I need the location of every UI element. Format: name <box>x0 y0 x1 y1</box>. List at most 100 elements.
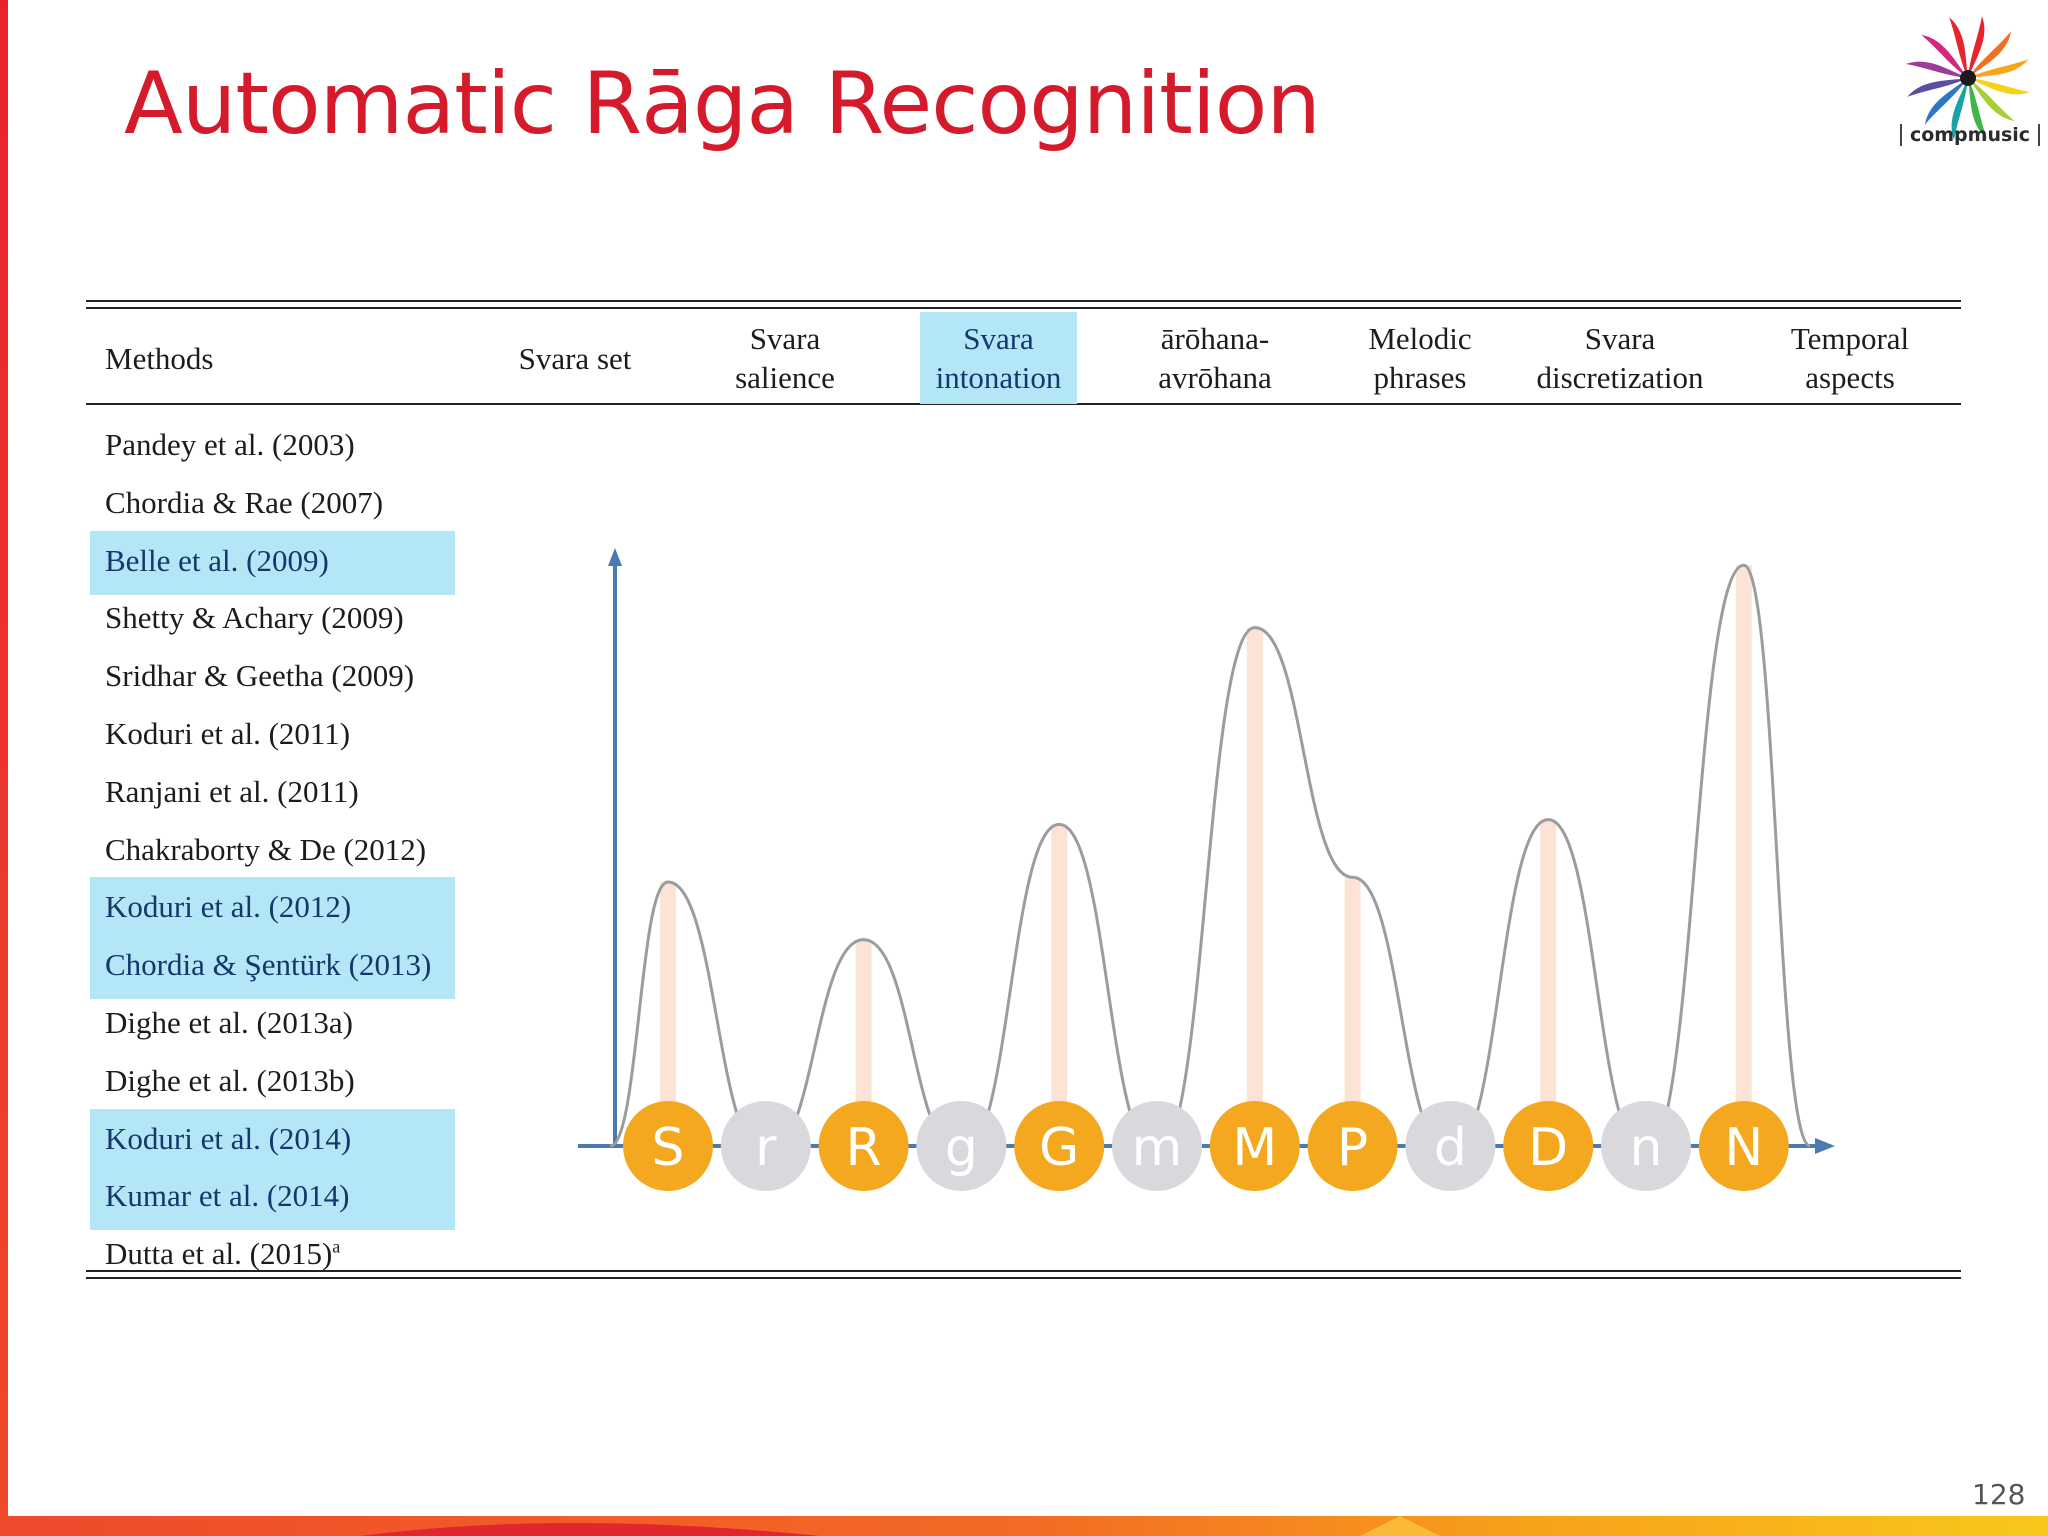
logo-petal <box>1968 16 1985 78</box>
logo-petal <box>1968 78 2030 95</box>
method-row: Dighe et al. (2013b) <box>90 1051 455 1115</box>
svara-label-m: m <box>1132 1118 1183 1178</box>
method-row: Koduri et al. (2012) <box>90 877 455 938</box>
svara-label-n: n <box>1630 1118 1663 1178</box>
y-axis-arrow <box>608 548 622 566</box>
method-row: Shetty & Achary (2009) <box>90 588 455 652</box>
method-name-text: Chakraborty & De (2012) <box>105 831 427 867</box>
method-name-text: Dighe et al. (2013b) <box>105 1062 355 1098</box>
method-name: Shetty & Achary (2009) <box>105 600 404 636</box>
method-name-text: Kumar et al. (2014) <box>105 1178 350 1214</box>
bottom-decorative-band <box>0 1516 2048 1536</box>
logo-petal <box>1949 17 1968 78</box>
method-name: Chakraborty & De (2012) <box>105 832 426 868</box>
logo-petal <box>1967 78 2015 122</box>
column-header-arohana-avrohana: ārōhana-avrōhana <box>1158 321 1272 395</box>
slide-title: Automatic Rāga Recognition <box>124 54 1321 154</box>
svara-label-r: r <box>755 1118 777 1178</box>
method-name: Koduri et al. (2011) <box>105 716 350 752</box>
page-number: 128 <box>1972 1478 2026 1511</box>
svara-circle-r <box>720 1101 811 1191</box>
method-name-text: Pandey et al. (2003) <box>105 427 355 462</box>
method-name-text: Belle et al. (2009) <box>105 542 329 578</box>
logo-petal <box>1967 78 1987 139</box>
svara-circle-P <box>1307 1101 1398 1191</box>
svara-label-S: S <box>651 1118 684 1178</box>
column-header-svara-intonation: Svara intonation <box>920 312 1077 404</box>
method-row: Ranjani et al. (2011) <box>90 762 455 826</box>
method-name: Chordia & Şentürk (2013) <box>105 947 431 983</box>
method-name: Koduri et al. (2012) <box>105 889 351 925</box>
column-header-melodic-phrases: Melodic phrases <box>1368 321 1472 395</box>
peak-bar-G <box>1051 824 1068 1146</box>
curve-dip-guide <box>1275 846 1304 1013</box>
logo-petal <box>1907 77 1968 97</box>
method-name: Dighe et al. (2013b) <box>105 1063 355 1099</box>
peak-bar-M <box>1246 627 1263 1146</box>
svara-label-d: d <box>1434 1118 1467 1178</box>
svara-circle-g <box>916 1101 1007 1191</box>
svara-circle-G <box>1014 1101 1105 1191</box>
logo-petal <box>1921 34 1968 78</box>
logo-text: compmusic <box>1900 124 2040 146</box>
peak-bar-P <box>1344 877 1361 1146</box>
svara-circle-R <box>818 1101 909 1191</box>
column-header-svara-salience: Svara salience <box>735 321 835 395</box>
method-name: Sridhar & Geetha (2009) <box>105 658 414 694</box>
svara-label-M: M <box>1232 1118 1277 1178</box>
column-header-svara-discretization: Svara discretization <box>1536 321 1704 395</box>
logo-core <box>1960 70 1976 86</box>
logo-petal <box>1906 61 1968 78</box>
peak-bar-S <box>660 882 676 1146</box>
peak-bar-D <box>1540 819 1557 1146</box>
x-axis-arrow <box>1815 1138 1835 1154</box>
method-row: Chordia & Şentürk (2013) <box>90 935 455 1000</box>
method-row: Dighe et al. (2013a) <box>90 993 455 1057</box>
method-name: Belle et al. (2009) <box>105 543 329 579</box>
svara-label-G: G <box>1039 1118 1079 1178</box>
method-name-text: Dutta et al. (2015) <box>105 1236 333 1272</box>
method-name-text: Sridhar & Geetha (2009) <box>105 658 415 694</box>
method-name-text: Ranjani et al. (2011) <box>105 773 359 809</box>
svara-label-P: P <box>1337 1118 1368 1178</box>
table-bottom-rule <box>86 1277 1961 1279</box>
svara-circle-M <box>1209 1101 1300 1191</box>
method-name: Dutta et al. (2015)a <box>105 1236 340 1272</box>
method-row: Dutta et al. (2015)a <box>90 1224 455 1288</box>
method-row: Koduri et al. (2014) <box>90 1108 455 1169</box>
svara-circle-D <box>1503 1101 1594 1191</box>
column-header-temporal-aspects: Temporal aspects <box>1790 321 1910 395</box>
method-name: Ranjani et al. (2011) <box>105 774 359 810</box>
logo-petal <box>1951 78 1968 140</box>
svara-label-D: D <box>1528 1118 1568 1178</box>
method-row: Sridhar & Geetha (2009) <box>90 646 455 710</box>
method-name: Pandey et al. (2003) <box>105 427 355 463</box>
method-row: Pandey et al. (2003) <box>90 415 455 479</box>
method-name-text: Chordia & Rae (2007) <box>105 484 384 520</box>
peak-bar-N <box>1735 565 1752 1146</box>
svara-circle-n <box>1601 1101 1691 1191</box>
method-name-text: Shetty & Achary (2009) <box>105 600 404 636</box>
column-header-methods: Methods <box>105 340 214 376</box>
logo-petal <box>1968 59 2029 78</box>
compmusic-pinwheel-icon <box>1906 16 2030 140</box>
table-header-rule <box>86 403 1961 405</box>
method-name-text: Koduri et al. (2011) <box>105 716 351 751</box>
pitch-distribution-curve <box>609 563 1811 1158</box>
method-name-text: Koduri et al. (2012) <box>105 889 352 925</box>
method-row: Belle et al. (2009) <box>90 530 455 595</box>
method-row: Koduri et al. (2011) <box>90 704 455 768</box>
method-row: Chordia & Rae (2007) <box>90 473 455 537</box>
method-name: Dighe et al. (2013a) <box>105 1005 353 1041</box>
peak-bar-R <box>855 939 872 1146</box>
method-name: Chordia & Rae (2007) <box>105 485 383 521</box>
column-header-svara-set: Svara set <box>518 340 632 376</box>
table-bottom-rule-inner <box>86 1270 1961 1272</box>
method-row: Kumar et al. (2014) <box>90 1166 455 1231</box>
method-footnote-mark: a <box>332 1236 341 1257</box>
table-top-rule <box>86 300 1961 302</box>
method-row: Chakraborty & De (2012) <box>90 820 455 884</box>
svara-label-g: g <box>945 1118 978 1178</box>
left-accent-bar <box>0 0 8 1536</box>
